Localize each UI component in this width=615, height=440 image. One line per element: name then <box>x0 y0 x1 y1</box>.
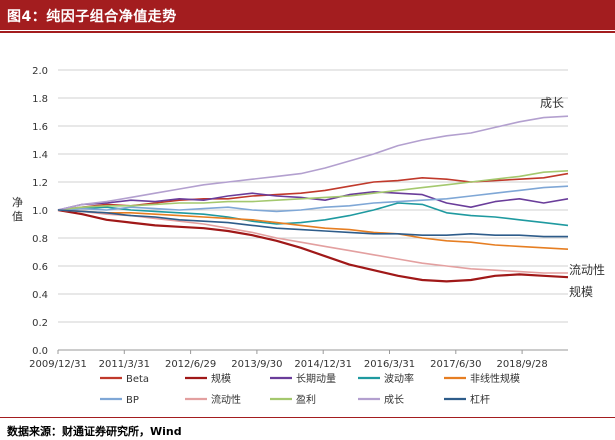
x-tick-label: 2011/3/31 <box>99 359 150 370</box>
legend-label: 长期动量 <box>296 373 336 385</box>
annotation-label: 规模 <box>569 284 593 299</box>
y-tick-label: 1.2 <box>32 178 48 189</box>
legend-label: Beta <box>126 374 149 385</box>
x-tick-label: 2016/3/31 <box>364 359 415 370</box>
y-tick-label: 0.0 <box>32 346 48 357</box>
footer-divider <box>0 417 615 418</box>
y-tick-label: 2.0 <box>32 66 48 77</box>
series-line-非线性规模 <box>57 209 569 250</box>
annotation-label: 成长 <box>540 96 564 110</box>
y-tick-label: 0.4 <box>32 290 48 301</box>
legend-label: 非线性规模 <box>470 372 520 385</box>
legend-item: 成长 <box>358 394 404 406</box>
x-tick-label: 2012/6/29 <box>165 359 216 370</box>
legend-item: 波动率 <box>358 372 414 385</box>
y-tick-label: 0.6 <box>32 262 48 273</box>
legend-item: BP <box>100 395 139 406</box>
data-source-note: 数据来源：财通证券研究所，Wind <box>7 425 182 438</box>
series-line-盈利 <box>57 170 569 211</box>
legend-label: 成长 <box>384 394 404 406</box>
legend-label: 规模 <box>211 372 231 385</box>
x-tick-label: 2013/9/30 <box>231 359 282 370</box>
legend-label: BP <box>126 395 139 406</box>
series-line-规模 <box>57 208 569 283</box>
series-line-流动性 <box>57 209 568 274</box>
y-tick-label: 0.2 <box>32 318 48 329</box>
series-line-杠杆 <box>57 209 568 238</box>
annotation-label: 流动性 <box>569 263 605 277</box>
x-tick-label: 2018/9/28 <box>496 359 547 370</box>
x-axis-ticks: 2009/12/31 2011/3/31 2012/6/29 2013/9/30 201… <box>29 350 548 370</box>
series-line-成长 <box>57 115 569 211</box>
y-tick-label: 1.8 <box>32 94 48 105</box>
figure-title: 图4：纯因子组合净值走势 <box>7 9 177 25</box>
legend: Beta 规模 长期动量 波动率 非线性规模 BP 流动性 盈利 成长 杠杆 <box>100 372 520 406</box>
y-tick-label: 1.6 <box>32 122 48 133</box>
legend-label: 波动率 <box>384 372 414 385</box>
x-tick-label: 2009/12/31 <box>29 359 87 370</box>
legend-label: 流动性 <box>211 393 241 406</box>
y-axis-label: 净值 <box>12 195 23 223</box>
legend-label: 杠杆 <box>470 393 490 406</box>
net-value-line-chart: 0.0 0.2 0.4 0.6 0.8 1.0 1.2 1.4 1.6 1.8 2.0 2009/1… <box>12 66 605 406</box>
legend-item: 规模 <box>185 372 231 385</box>
series-line-BP <box>57 185 569 213</box>
series-line-波动率 <box>57 202 569 227</box>
y-tick-label: 0.8 <box>32 234 48 245</box>
watermark <box>505 408 605 430</box>
series-lines <box>57 115 569 283</box>
legend-item: 长期动量 <box>270 373 336 385</box>
x-tick-label: 2017/6/30 <box>430 359 481 370</box>
legend-item: Beta <box>100 374 149 385</box>
y-tick-label: 1.0 <box>32 206 48 217</box>
legend-label: 盈利 <box>296 394 316 406</box>
legend-item: 流动性 <box>185 393 241 406</box>
legend-item: 非线性规模 <box>444 372 520 385</box>
title-divider <box>0 31 615 33</box>
legend-item: 盈利 <box>270 394 316 406</box>
y-tick-label: 1.4 <box>32 150 48 161</box>
legend-item: 杠杆 <box>444 393 490 406</box>
figure-title-bar: 图4：纯因子组合净值走势 <box>0 0 615 30</box>
x-tick-label: 2014/12/31 <box>294 359 352 370</box>
y-axis-ticks: 0.0 0.2 0.4 0.6 0.8 1.0 1.2 1.4 1.6 1.8 2.0 <box>32 66 48 357</box>
